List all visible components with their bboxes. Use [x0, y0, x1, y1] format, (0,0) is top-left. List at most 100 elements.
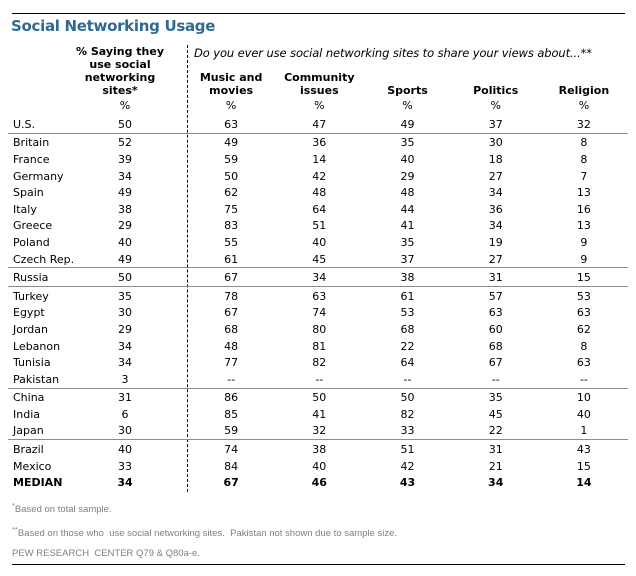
row-label: Tunisia [13, 356, 51, 370]
cell-value: -- [579, 372, 588, 386]
cell-value: 59 [224, 152, 239, 166]
table-row: Lebanon 34 48 81 22 68 8 [8, 338, 628, 355]
cell-value: 18 [488, 152, 503, 166]
cell-value: 50 [118, 271, 132, 285]
cell-value: 30 [118, 424, 132, 438]
cell-value: 13 [576, 186, 591, 200]
cell-value: 49 [224, 136, 239, 150]
cell-value: 68 [400, 322, 415, 336]
bottom-rule [12, 564, 625, 565]
row-label: U.S. [13, 117, 36, 131]
cell-value: 15 [576, 271, 591, 285]
table-row: China 31 86 50 50 35 10 [8, 390, 628, 407]
row-label: MEDIAN [13, 476, 63, 490]
cell-value: 33 [118, 459, 132, 473]
unit-label: % [314, 99, 325, 112]
percent-row: %%%%%% [8, 98, 628, 113]
cell-value: 64 [400, 356, 415, 370]
cell-value: 10 [576, 391, 591, 405]
cell-value: 35 [400, 136, 415, 150]
row-label: Germany [13, 169, 64, 183]
cell-value: 34 [118, 169, 132, 183]
cell-value: 31 [488, 443, 503, 457]
cell-value: 61 [224, 252, 239, 266]
cell-value: 35 [118, 289, 132, 303]
cell-value: 50 [118, 117, 132, 131]
cell-value: 36 [488, 202, 503, 216]
row-label: Czech Rep. [13, 252, 75, 266]
table-row: Britain 52 49 36 35 30 8 [8, 135, 628, 152]
row-label: Russia [13, 271, 49, 285]
column-header: Religion [558, 84, 610, 97]
top-rule [12, 13, 625, 14]
cell-value: 42 [400, 459, 415, 473]
cell-value: 16 [576, 202, 591, 216]
cell-value: 32 [576, 117, 591, 131]
table-body: U.S. 50 63 47 49 37 32 Britain 52 49 36 35 30 8 France… [8, 116, 628, 491]
cell-value: 50 [224, 169, 239, 183]
cell-value: 9 [580, 235, 588, 249]
row-label: India [13, 407, 40, 421]
cell-value: 35 [488, 391, 503, 405]
row-label: France [13, 152, 50, 166]
cell-value: 31 [488, 271, 503, 285]
cell-value: -- [491, 372, 500, 386]
figure-title: Social Networking Usage [11, 17, 216, 35]
cell-value: 30 [118, 306, 132, 320]
cell-value: 40 [312, 459, 327, 473]
cell-value: -- [403, 372, 412, 386]
cell-value: 55 [224, 235, 239, 249]
cell-value: 34 [488, 186, 503, 200]
cell-value: 40 [118, 235, 132, 249]
row-label: Britain [13, 136, 50, 150]
cell-value: 21 [488, 459, 503, 473]
cell-value: 22 [400, 339, 415, 353]
cell-value: 63 [312, 289, 327, 303]
cell-value: 37 [400, 252, 415, 266]
cell-value: 44 [400, 202, 415, 216]
column-header: Music and movies [199, 71, 263, 97]
row-label: Jordan [13, 322, 48, 336]
cell-value: 40 [576, 407, 591, 421]
cell-value: 34 [312, 271, 327, 285]
cell-value: 32 [312, 424, 327, 438]
row-label: Brazil [13, 443, 44, 457]
unit-label: % [402, 99, 413, 112]
cell-value: 43 [399, 476, 416, 490]
cell-value: 29 [400, 169, 415, 183]
table-row: India 6 85 41 82 45 40 [8, 406, 628, 423]
col1-header: % Saying they use social networking site… [75, 45, 165, 97]
row-label: Turkey [13, 289, 49, 303]
table-row: MEDIAN 34 67 46 43 34 14 [8, 474, 628, 491]
row-label: Lebanon [13, 339, 61, 353]
cell-value: 45 [312, 252, 327, 266]
cell-value: 38 [400, 271, 415, 285]
row-label: Egypt [13, 306, 45, 320]
column-header: Politics [473, 84, 519, 97]
row-label: Japan [13, 424, 44, 438]
cell-value: 74 [224, 443, 239, 457]
cell-value: 40 [312, 235, 327, 249]
cell-value: 84 [224, 459, 239, 473]
cell-value: 67 [224, 271, 239, 285]
table-row: Jordan 29 68 80 68 60 62 [8, 321, 628, 338]
cell-value: 1 [580, 424, 588, 438]
cell-value: 57 [488, 289, 503, 303]
cell-value: 53 [576, 289, 591, 303]
cell-value: 41 [400, 219, 415, 233]
cell-value: 39 [118, 152, 132, 166]
cell-value: 50 [312, 391, 327, 405]
footnotes: *Based on total sample. **Based on those … [12, 496, 397, 564]
cell-value: 64 [312, 202, 327, 216]
footnote-marker: ** [12, 525, 18, 535]
cell-value: 49 [118, 186, 132, 200]
cell-value: 30 [488, 136, 503, 150]
table-row: Greece 29 83 51 41 34 13 [8, 218, 628, 235]
cell-value: 74 [312, 306, 327, 320]
unit-label: % [490, 99, 501, 112]
footnote: PEW RESEARCH CENTER Q79 & Q80a-e. [12, 548, 200, 560]
row-label: Mexico [13, 459, 52, 473]
cell-value: 38 [312, 443, 327, 457]
cell-value: 6 [121, 407, 129, 421]
cell-value: 75 [224, 202, 239, 216]
